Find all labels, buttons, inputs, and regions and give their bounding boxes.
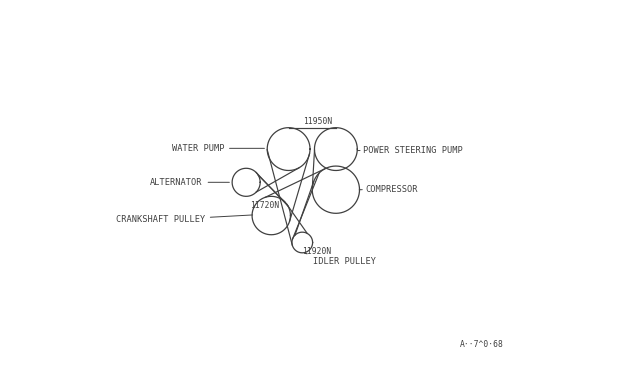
Text: WATER PUMP: WATER PUMP	[172, 144, 264, 153]
Text: 11920N: 11920N	[302, 247, 332, 256]
Text: A··7^0·68: A··7^0·68	[460, 340, 504, 349]
Text: ALTERNATOR: ALTERNATOR	[150, 178, 229, 187]
Text: 11950N: 11950N	[303, 117, 332, 126]
Text: IDLER PULLEY: IDLER PULLEY	[305, 253, 376, 266]
Text: COMPRESSOR: COMPRESSOR	[360, 185, 417, 194]
Text: 11720N: 11720N	[250, 201, 279, 210]
Text: POWER STEERING PUMP: POWER STEERING PUMP	[357, 146, 463, 155]
Text: CRANKSHAFT PULLEY: CRANKSHAFT PULLEY	[116, 215, 253, 224]
